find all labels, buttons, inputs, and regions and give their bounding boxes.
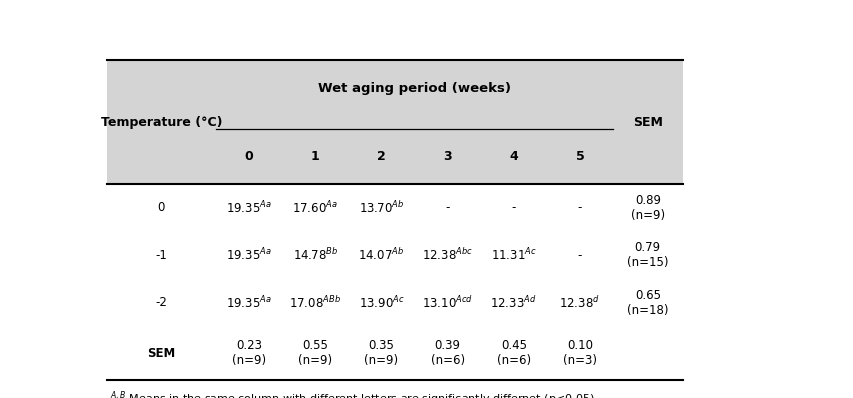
Bar — [107, 129, 682, 184]
Text: 13.10$^{Acd}$: 13.10$^{Acd}$ — [421, 295, 473, 311]
Text: 2: 2 — [377, 150, 386, 163]
Text: 0: 0 — [158, 201, 165, 215]
Text: 0.65
(n=18): 0.65 (n=18) — [626, 289, 668, 317]
Bar — [107, 184, 682, 380]
Text: 19.35$^{Aa}$: 19.35$^{Aa}$ — [226, 199, 272, 216]
Text: 14.78$^{Bb}$: 14.78$^{Bb}$ — [293, 248, 338, 263]
Text: 17.08$^{ABb}$: 17.08$^{ABb}$ — [289, 295, 340, 311]
Text: 0.79
(n=15): 0.79 (n=15) — [626, 241, 668, 269]
Text: 0.10
(n=3): 0.10 (n=3) — [562, 339, 596, 367]
Text: 19.35$^{Aa}$: 19.35$^{Aa}$ — [226, 295, 272, 311]
Text: 1: 1 — [310, 150, 319, 163]
Text: -: - — [511, 201, 515, 215]
Text: 0.23
(n=9): 0.23 (n=9) — [232, 339, 266, 367]
Bar — [107, 60, 682, 129]
Text: SEM: SEM — [147, 347, 175, 360]
Text: 0.45
(n=6): 0.45 (n=6) — [496, 339, 531, 367]
Text: 12.38$^{d}$: 12.38$^{d}$ — [559, 295, 600, 311]
Text: Wet aging period (weeks): Wet aging period (weeks) — [317, 82, 510, 95]
Text: 17.60$^{Aa}$: 17.60$^{Aa}$ — [292, 199, 338, 216]
Text: -2: -2 — [155, 297, 167, 309]
Text: 0.35
(n=9): 0.35 (n=9) — [364, 339, 398, 367]
Text: $^{A,B}$ Means in the same column with different letters are significantly diffe: $^{A,B}$ Means in the same column with d… — [110, 390, 597, 398]
Text: 14.07$^{Ab}$: 14.07$^{Ab}$ — [358, 248, 404, 263]
Text: 13.70$^{Ab}$: 13.70$^{Ab}$ — [358, 200, 403, 216]
Text: 0.39
(n=6): 0.39 (n=6) — [430, 339, 464, 367]
Text: 0: 0 — [245, 150, 253, 163]
Text: 13.90$^{Ac}$: 13.90$^{Ac}$ — [358, 295, 403, 311]
Text: 5: 5 — [575, 150, 583, 163]
Text: 0.55
(n=9): 0.55 (n=9) — [298, 339, 332, 367]
Text: 11.31$^{Ac}$: 11.31$^{Ac}$ — [490, 247, 536, 264]
Text: -1: -1 — [155, 249, 167, 262]
Text: 3: 3 — [443, 150, 451, 163]
Text: 4: 4 — [509, 150, 518, 163]
Text: -: - — [577, 201, 582, 215]
Text: 12.38$^{Abc}$: 12.38$^{Abc}$ — [421, 248, 473, 263]
Text: 0.89
(n=9): 0.89 (n=9) — [630, 194, 664, 222]
Text: Temperature (°C): Temperature (°C) — [101, 115, 222, 129]
Text: -: - — [577, 249, 582, 262]
Text: 19.35$^{Aa}$: 19.35$^{Aa}$ — [226, 247, 272, 264]
Text: 12.33$^{Ad}$: 12.33$^{Ad}$ — [490, 295, 537, 311]
Text: SEM: SEM — [632, 115, 662, 129]
Text: -: - — [445, 201, 450, 215]
